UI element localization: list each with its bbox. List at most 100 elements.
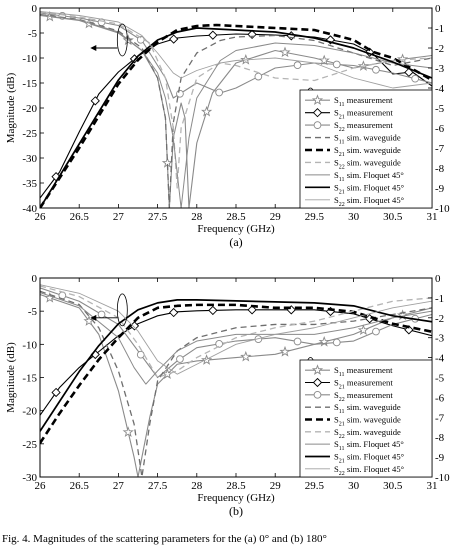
legend-marker-0: [311, 364, 324, 375]
y-tick-label: -15: [22, 78, 37, 90]
y2-tick-label: -3: [435, 333, 445, 345]
x-tick-label: 29: [270, 480, 282, 492]
legend-label-5: S22 sim. waveguide: [334, 157, 401, 170]
x-tick-label: 26: [35, 211, 47, 223]
y2-tick-label: 0: [435, 273, 441, 285]
legend-marker-0: [311, 94, 324, 106]
legend-label-8: S22 sim. Floquet 45°: [334, 464, 405, 477]
series-line-4: [40, 303, 432, 444]
y-tick-label: -5: [28, 306, 38, 318]
legend-label-0: S11 measurement: [334, 95, 393, 108]
legend-label-8: S22 sim. Floquet 45°: [334, 195, 405, 208]
y2-tick-label: -9: [435, 183, 445, 195]
series-marker-1: [169, 307, 179, 318]
y-tick-label: -35: [22, 178, 37, 190]
x-tick-label: 30.5: [383, 211, 403, 223]
series-marker-1: [90, 96, 100, 106]
legend-label-4: S21 sim. waveguide: [334, 145, 401, 158]
series-line-4: [40, 23, 432, 208]
x-tick-label: 29.5: [305, 211, 325, 223]
x-tick-label: 28.5: [226, 480, 246, 492]
x-tick-label: 29.5: [305, 480, 325, 492]
y-tick-label: -25: [22, 128, 37, 140]
x-tick-label: 27.5: [148, 480, 168, 492]
x-axis-label: Frequency (GHz): [197, 223, 275, 235]
series-marker-2: [254, 72, 263, 81]
series-marker-0: [318, 335, 330, 347]
legend-label-6: S11 sim. Floquet 45°: [334, 439, 404, 452]
series-marker-1: [51, 387, 61, 398]
x-tick-label: 31: [427, 211, 438, 223]
series-marker-2: [332, 338, 341, 347]
series-marker-0: [44, 291, 56, 303]
series-line-8: [40, 11, 432, 89]
y-axis-label: Magnitude (dB): [5, 342, 17, 413]
series-marker-2: [293, 61, 302, 70]
y2-tick-label: -2: [435, 43, 444, 55]
y2-tick-label: -5: [435, 373, 445, 385]
series-line-5: [40, 11, 432, 189]
series-marker-2: [293, 337, 302, 346]
x-tick-label: 26: [35, 480, 47, 492]
y-tick-label: -20: [22, 406, 37, 418]
left-axis-indicator-icon: [90, 293, 128, 327]
legend-label-1: S21 measurement: [334, 378, 393, 391]
x-tick-label: 28: [191, 480, 203, 492]
series-marker-2: [215, 340, 223, 348]
x-tick-label: 27: [113, 480, 125, 492]
left-axis-indicator-icon: [90, 23, 128, 57]
series-line-8: [40, 284, 432, 375]
y2-tick-label: -3: [435, 63, 445, 75]
y2-tick-label: -5: [435, 103, 445, 115]
x-tick-label: 26.5: [70, 480, 90, 492]
figure-caption: Fig. 4. Magnitudes of the scattering par…: [2, 533, 327, 545]
y-tick-label: -5: [28, 28, 38, 40]
series-marker-1: [404, 67, 414, 77]
legend-marker-2: [313, 121, 322, 129]
y2-tick-label: -10: [435, 203, 450, 215]
series-marker-0: [396, 53, 409, 65]
y-tick-label: -15: [22, 373, 37, 385]
series-marker-2: [176, 89, 184, 98]
panel-a: 26 26.5 27 27.5 28 28.5 29 29.5 30 30.5 310-5-10-1…: [5, 3, 450, 249]
x-tick-label: 26.5: [70, 211, 90, 223]
series-marker-2: [136, 35, 145, 44]
legend-label-4: S21 sim. waveguide: [334, 415, 401, 428]
legend-label-1: S21 measurement: [334, 108, 393, 121]
y2-tick-label: 0: [435, 3, 441, 15]
series-marker-1: [208, 305, 218, 316]
series-marker-0: [240, 350, 252, 362]
series-marker-1: [247, 305, 257, 315]
plot-area: [40, 284, 432, 477]
series-marker-2: [411, 74, 419, 83]
legend-label-6: S11 sim. Floquet 45°: [334, 170, 404, 183]
y2-tick-label: -8: [435, 432, 445, 444]
x-tick-label: 31: [427, 480, 438, 492]
y2-tick-label: -9: [435, 452, 445, 464]
plot-area: [40, 10, 432, 208]
y-tick-label: -10: [22, 53, 37, 65]
series-line-5: [40, 285, 432, 379]
legend-label-3: S11 sim. waveguide: [334, 133, 401, 146]
series-marker-2: [136, 350, 145, 359]
y2-tick-label: -6: [435, 123, 445, 135]
series-line-7: [40, 299, 432, 432]
y2-tick-label: -2: [435, 313, 444, 325]
series-marker-2: [97, 310, 106, 319]
legend-marker-1: [312, 108, 323, 118]
series-line-6: [40, 292, 432, 385]
series-marker-1: [286, 31, 296, 41]
panel-b: 26 26.5 27 27.5 28 28.5 29 29.5 30 30.5 310-5-10-1…: [5, 273, 450, 518]
subfigure-label: (a): [229, 235, 242, 249]
y2-tick-label: -6: [435, 392, 445, 404]
series-marker-0: [279, 345, 291, 357]
series-marker-2: [372, 65, 380, 74]
y-axis-label: Magnitude (dB): [5, 72, 17, 143]
x-tick-label: 28: [191, 211, 203, 223]
series-marker-2: [176, 355, 184, 363]
y2-tick-label: -1: [435, 23, 444, 35]
legend-marker-2: [313, 390, 322, 399]
